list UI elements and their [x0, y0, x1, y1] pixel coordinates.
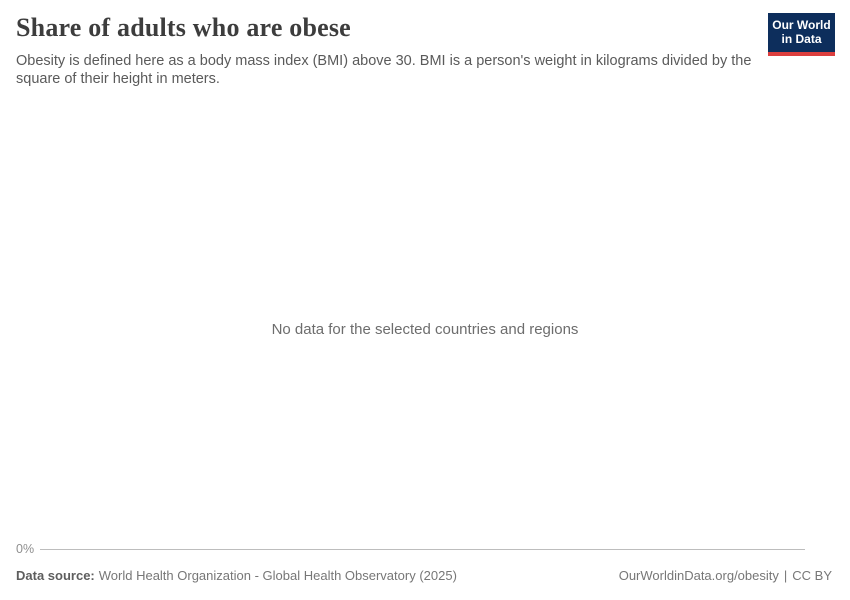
license-link[interactable]: CC BY [792, 568, 832, 583]
data-source-line: Data source: World Health Organization - … [16, 568, 457, 583]
x-axis-line [40, 549, 805, 550]
owid-logo-line1: Our World [772, 18, 831, 32]
chart-footer: Data source: World Health Organization - … [16, 568, 832, 583]
y-axis-tick-label: 0% [16, 542, 35, 556]
footer-separator: | [783, 568, 788, 583]
owid-logo[interactable]: Our World in Data [768, 13, 835, 56]
chart-title: Share of adults who are obese [16, 13, 351, 42]
data-source-text[interactable]: World Health Organization - Global Healt… [98, 568, 457, 583]
no-data-message: No data for the selected countries and r… [271, 321, 579, 338]
chart-subtitle: Obesity is defined here as a body mass i… [16, 53, 752, 87]
canonical-url-link[interactable]: OurWorldinData.org/obesity [618, 568, 779, 583]
chart-plot-area: No data for the selected countries and r… [0, 95, 850, 540]
footer-links: OurWorldinData.org/obesity | CC BY [619, 568, 832, 583]
owid-logo-line2: in Data [781, 32, 822, 46]
data-source-label: Data source: [16, 568, 95, 583]
